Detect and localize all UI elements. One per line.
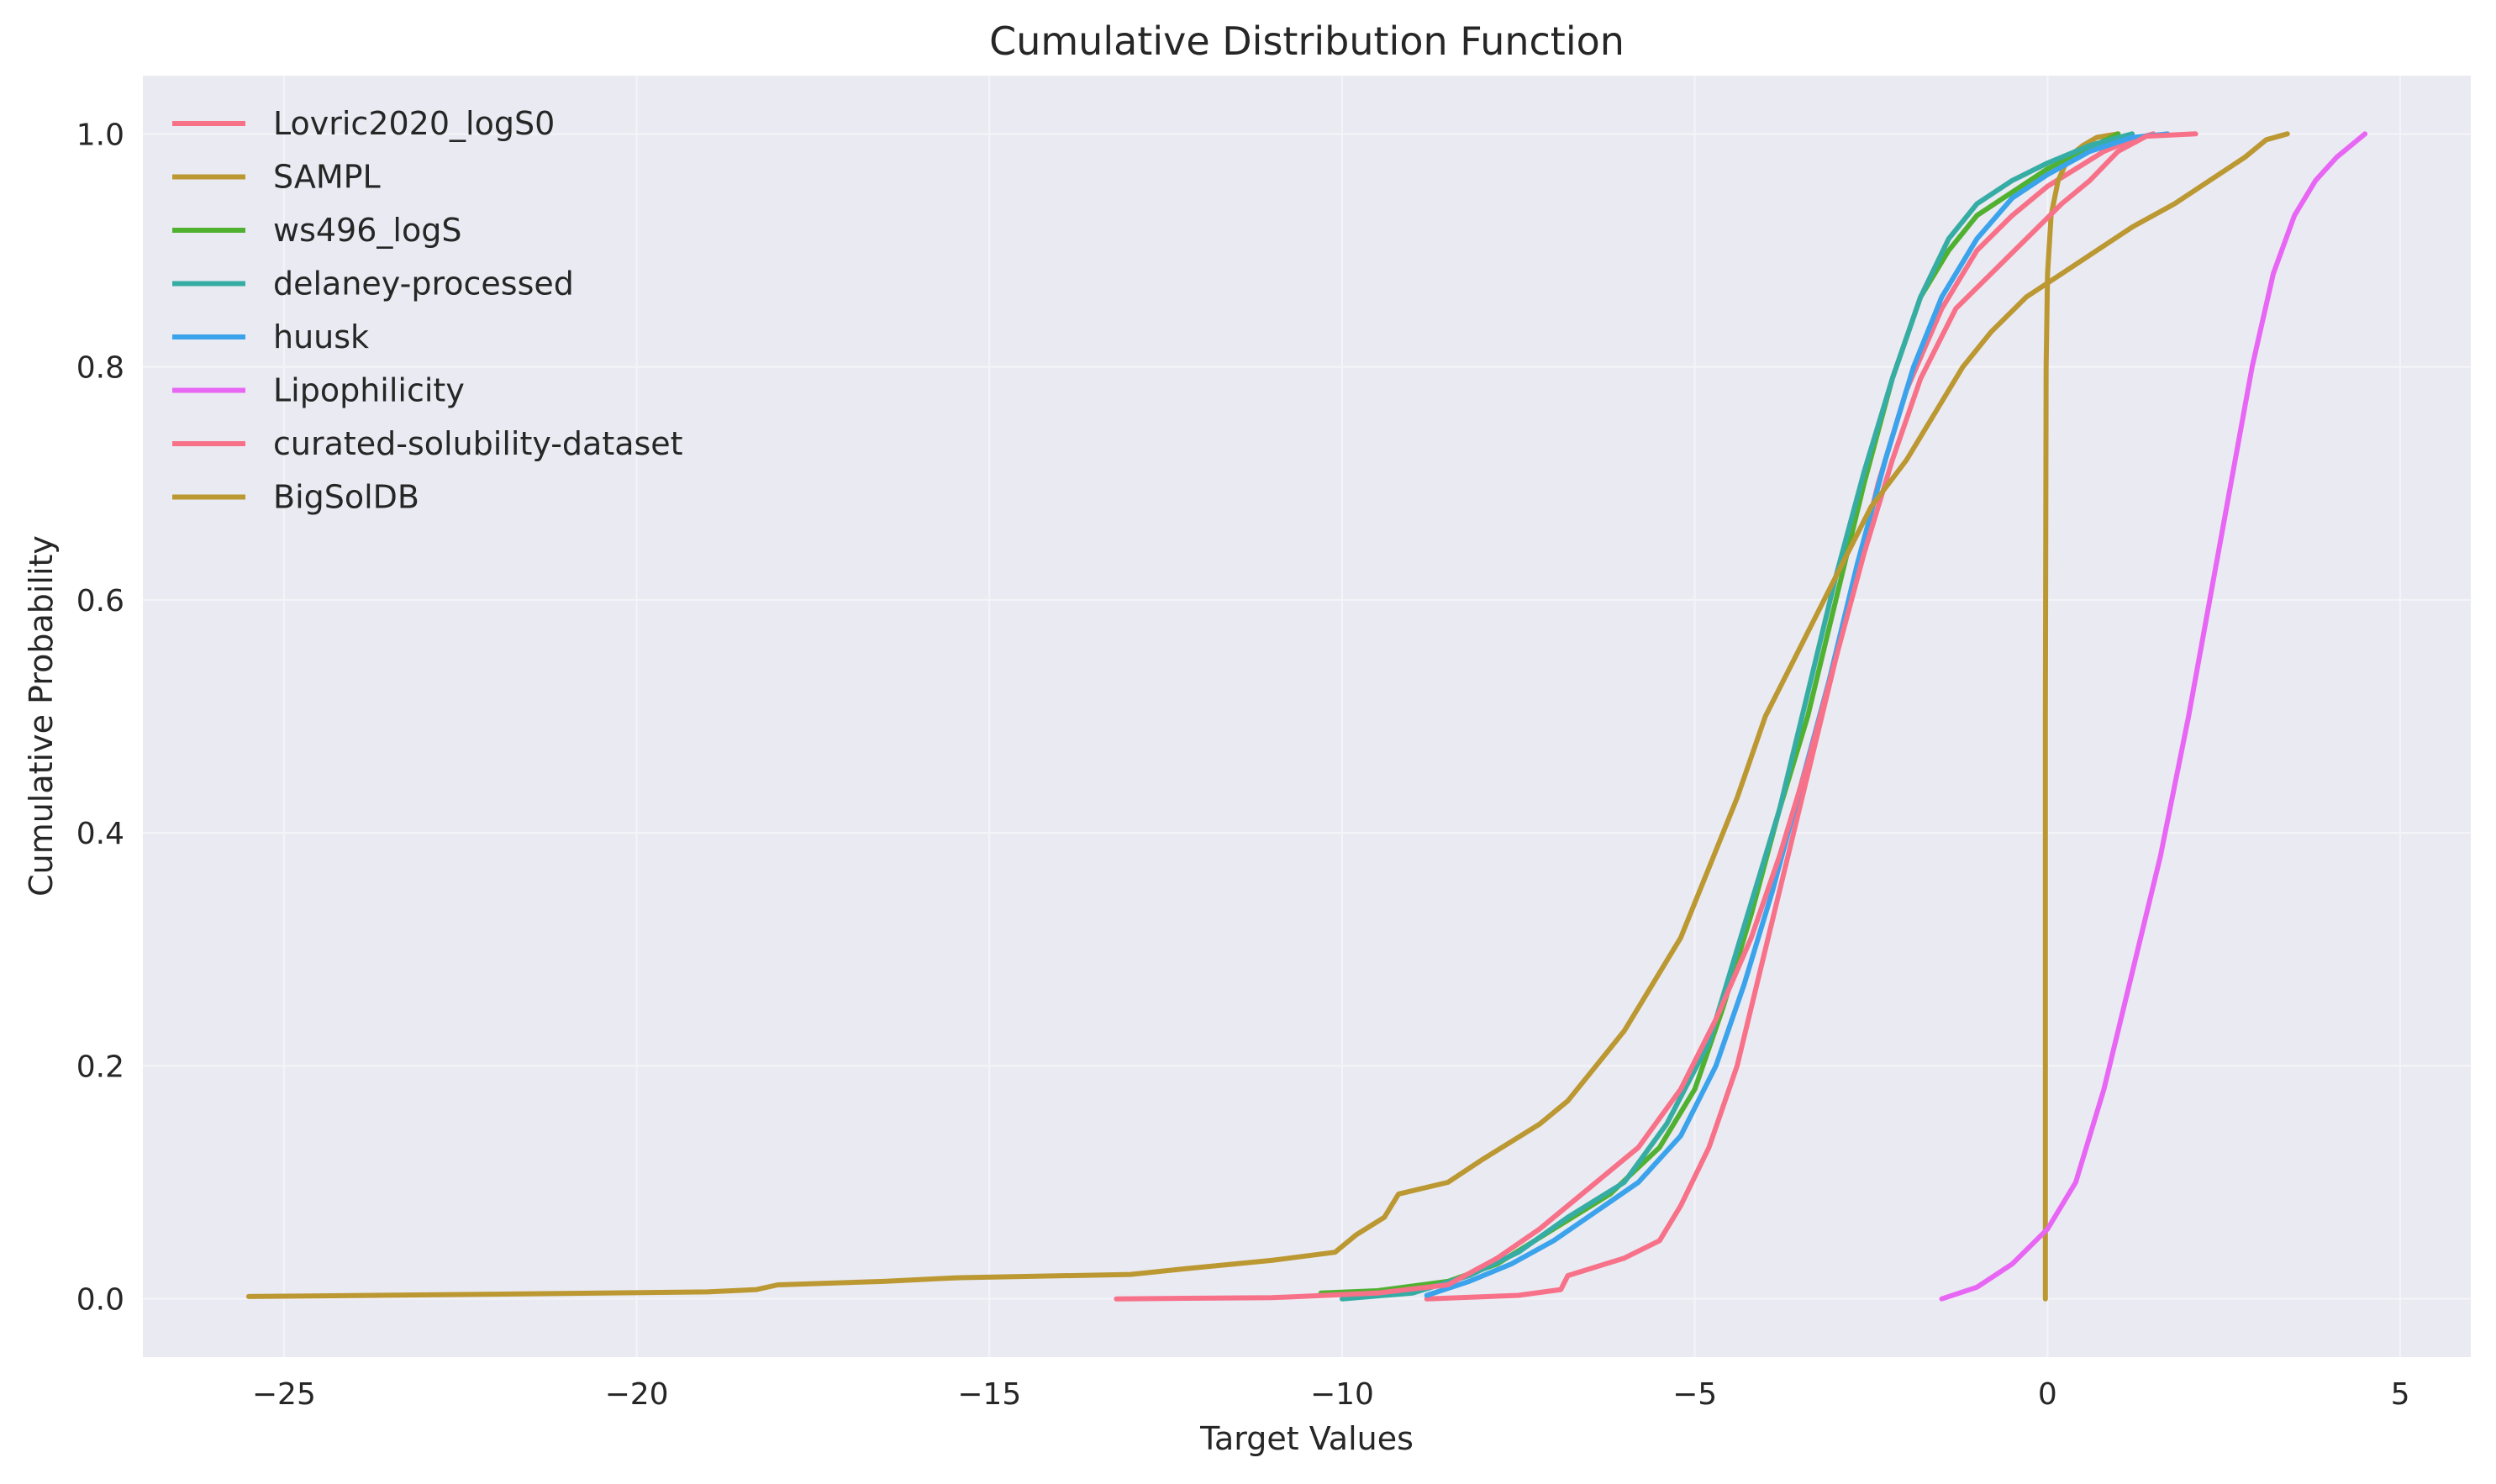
y-axis-label: Cumulative Probability	[23, 535, 60, 897]
legend-label: Lipophilicity	[273, 372, 465, 409]
y-tick-label: 0.4	[76, 817, 124, 851]
x-axis-ticks: −25 −20 −15 −10 −5 0 5	[252, 1377, 2410, 1412]
x-tick-label: −15	[957, 1377, 1021, 1412]
y-tick-label: 0.6	[76, 584, 124, 618]
series-layer	[245, 131, 2368, 1302]
legend-label: BigSolDB	[273, 479, 419, 516]
series-line-6	[1939, 131, 2368, 1302]
legend-label: delaney-processed	[273, 266, 574, 303]
y-tick-label: 0.8	[76, 351, 124, 386]
x-tick-label: 5	[2391, 1377, 2410, 1412]
legend-label: huusk	[273, 318, 369, 355]
y-axis-ticks: 0.0 0.2 0.4 0.6 0.8 1.0	[76, 118, 124, 1317]
x-axis-label: Target Values	[1199, 1420, 1414, 1457]
series-line-8	[245, 131, 2290, 1299]
y-tick-label: 0.0	[76, 1283, 124, 1318]
legend-label: Lovric2020_logS0	[273, 105, 555, 142]
series-line-2	[2042, 131, 2121, 1302]
y-tick-label: 1.0	[76, 118, 124, 152]
legend-label: ws496_logS	[273, 212, 461, 249]
y-tick-label: 0.2	[76, 1050, 124, 1084]
legend-label: curated-solubility-dataset	[273, 425, 683, 462]
chart-title: Cumulative Distribution Function	[989, 18, 1625, 64]
legend: Lovric2020_logS0 SAMPL ws496_logS delaney-p…	[172, 105, 683, 516]
x-tick-label: −5	[1672, 1377, 1717, 1412]
x-tick-label: 0	[2038, 1377, 2057, 1412]
plot-area	[143, 76, 2471, 1357]
x-tick-label: −20	[605, 1377, 669, 1412]
legend-label: SAMPL	[273, 159, 381, 196]
x-tick-label: −25	[252, 1377, 316, 1412]
series-line-7	[1114, 131, 2198, 1302]
series-line-4	[1340, 131, 2135, 1302]
x-tick-label: −10	[1310, 1377, 1374, 1412]
